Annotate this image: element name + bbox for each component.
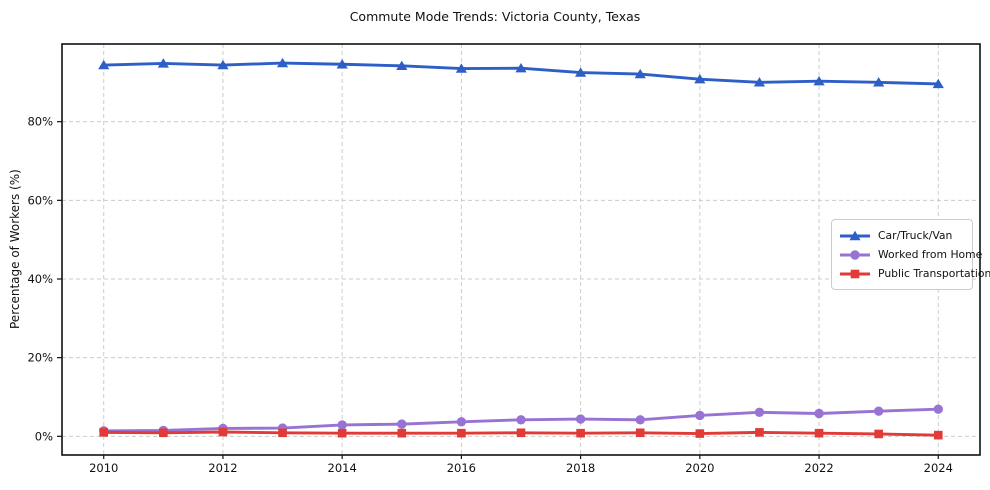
x-tick-label: 2012 — [208, 461, 237, 475]
data-point — [515, 62, 527, 73]
data-point — [933, 404, 943, 414]
data-point — [873, 77, 885, 87]
series-public-transportation — [99, 427, 943, 440]
legend-marker — [849, 230, 861, 240]
x-tick-label: 2010 — [89, 461, 118, 475]
legend: Car/Truck/Van Worked from Home Public Tran… — [831, 219, 990, 290]
x-tick-label: 2020 — [685, 461, 714, 475]
data-point — [814, 428, 824, 438]
legend-marker — [850, 269, 860, 278]
data-point — [397, 428, 407, 438]
data-point — [635, 415, 645, 425]
legend-item-car-truck-van: Car/Truck/Van — [839, 226, 964, 245]
data-point — [814, 408, 824, 419]
data-point — [516, 428, 526, 438]
legend-item-worked-from-home: Worked from Home — [839, 245, 982, 264]
y-tick-label: 60% — [27, 193, 53, 207]
data-point — [337, 420, 347, 430]
data-point — [157, 58, 169, 68]
data-point — [99, 428, 109, 437]
data-point — [576, 428, 585, 438]
data-point — [455, 63, 467, 73]
chart-title: Commute Mode Trends: Victoria County, Te… — [349, 9, 641, 24]
legend-label: Car/Truck/Van — [878, 229, 953, 242]
data-point — [159, 428, 168, 438]
data-point — [457, 428, 466, 438]
data-point — [575, 414, 586, 424]
y-tick-label: 0% — [35, 429, 53, 443]
data-point — [397, 419, 407, 429]
data-point — [813, 75, 825, 86]
x-tick-label: 2024 — [924, 461, 953, 475]
data-point — [754, 407, 765, 418]
data-point — [850, 269, 860, 278]
data-point — [278, 428, 287, 438]
series-worked-from-home — [99, 404, 943, 436]
data-point — [753, 77, 766, 87]
triangle-up-legend-icon — [840, 230, 870, 240]
legend-item-public-transportation: Public Transportation — [839, 264, 990, 283]
circle-legend-icon — [840, 249, 870, 260]
series-car-truck-van — [98, 57, 944, 89]
data-point — [98, 59, 110, 70]
data-point — [218, 427, 228, 437]
data-point — [694, 74, 706, 84]
data-point — [516, 415, 526, 425]
y-tick-label: 40% — [27, 272, 53, 286]
x-tick-label: 2018 — [566, 461, 595, 475]
data-point — [933, 430, 943, 440]
data-point — [695, 429, 705, 438]
data-point — [575, 67, 587, 77]
data-point — [873, 406, 884, 416]
axis-ticks: 2010 2012 2014 2016 2018 2020 2022 2024 0% 20% 40%… — [27, 115, 952, 475]
y-tick-label: 20% — [27, 351, 53, 365]
x-tick-label: 2016 — [447, 461, 476, 475]
legend-label: Worked from Home — [878, 248, 983, 261]
x-tick-label: 2022 — [804, 461, 833, 475]
data-point — [336, 59, 348, 69]
data-point — [635, 428, 645, 438]
data-point — [874, 429, 883, 439]
data-point — [217, 59, 229, 70]
legend-label: Public Transportation — [878, 267, 990, 280]
x-tick-label: 2014 — [328, 461, 357, 475]
data-point — [932, 78, 944, 89]
square-legend-icon — [840, 269, 870, 278]
data-point — [337, 428, 347, 438]
data-point — [456, 417, 467, 427]
y-tick-label: 80% — [27, 115, 53, 129]
axes-border — [61, 43, 981, 456]
legend-marker — [850, 249, 860, 260]
data-point — [850, 249, 860, 260]
data-point — [276, 57, 289, 68]
data-point — [396, 60, 408, 71]
data-point — [849, 230, 861, 240]
data-point — [634, 68, 646, 79]
data-point — [695, 410, 705, 421]
data-point — [755, 428, 764, 437]
